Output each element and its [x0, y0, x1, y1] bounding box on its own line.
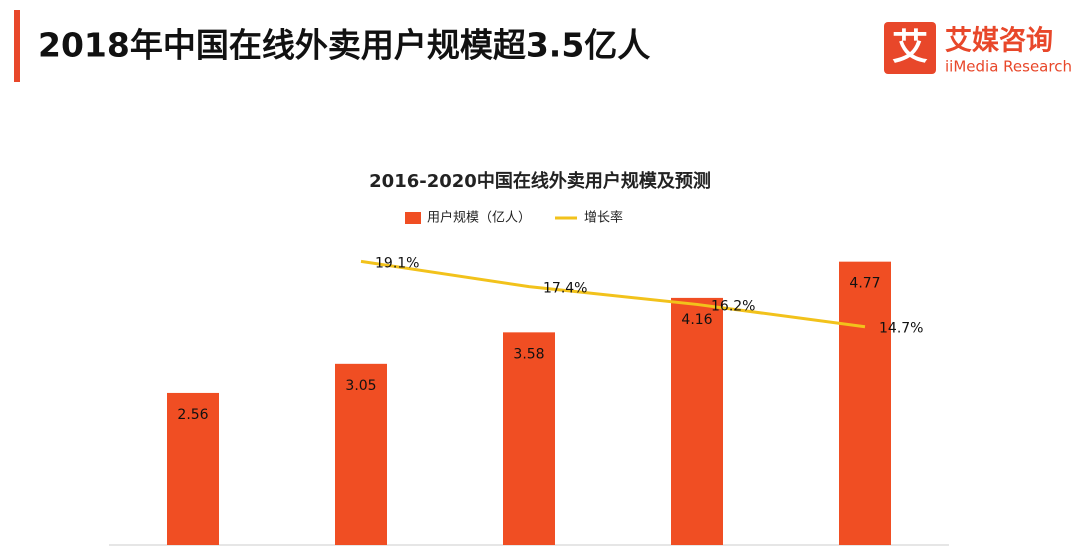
line-value-label: 16.2%: [711, 298, 755, 314]
bar: [671, 297, 723, 545]
line-value-label: 17.4%: [543, 281, 587, 297]
bar-value-label: 4.77: [849, 276, 880, 292]
legend-swatch: [405, 212, 421, 224]
line-value-label: 14.7%: [879, 321, 923, 337]
line-value-label: 19.1%: [375, 255, 419, 271]
bar: [503, 332, 555, 545]
legend-label: 增长率: [584, 210, 623, 226]
logo-mark: 艾: [892, 27, 928, 68]
bar: [167, 392, 219, 545]
slide-title: 2018年中国在线外卖用户规模超3.5亿人: [38, 26, 650, 65]
bar: [335, 363, 387, 545]
logo-name: 艾媒咨询: [945, 25, 1053, 57]
title-accent: [14, 10, 20, 82]
logo-box: [884, 22, 936, 74]
logo-sub: iiMedia Research: [945, 58, 1072, 76]
legend-label: 用户规模（亿人）: [427, 210, 531, 226]
bar-value-label: 3.58: [513, 346, 544, 362]
bar-value-label: 4.16: [681, 312, 712, 328]
growth-line: [360, 259, 866, 329]
bar: [839, 261, 891, 545]
chart-title: 2016-2020中国在线外卖用户规模及预测: [369, 170, 711, 192]
bar-value-label: 3.05: [345, 378, 376, 394]
bar-value-label: 2.56: [177, 407, 208, 423]
